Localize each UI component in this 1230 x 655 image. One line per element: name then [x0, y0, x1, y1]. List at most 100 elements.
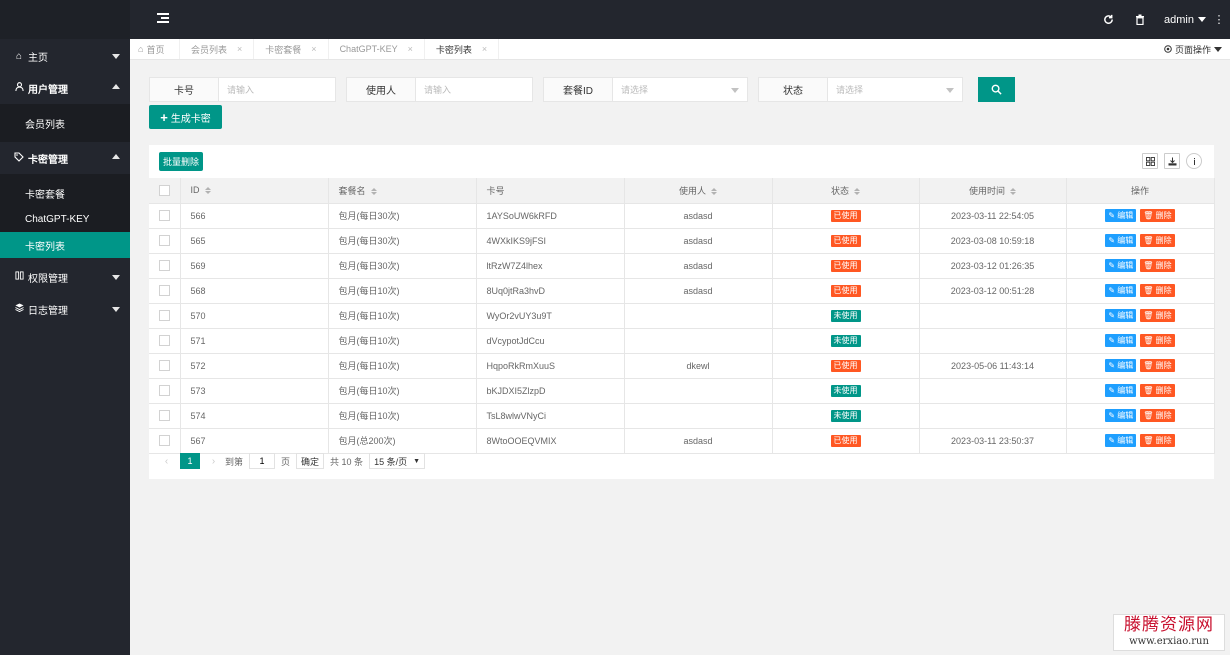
tab-card-list[interactable]: 卡密列表 ×: [425, 39, 500, 59]
card-number-input[interactable]: [219, 77, 336, 102]
tab-chatgpt-key[interactable]: ChatGPT-KEY ×: [329, 39, 425, 59]
edit-button[interactable]: ✎ 编辑: [1105, 234, 1137, 247]
close-icon[interactable]: ×: [481, 44, 488, 54]
edit-button[interactable]: ✎ 编辑: [1105, 384, 1137, 397]
column-header-status[interactable]: 状态: [772, 178, 920, 204]
row-checkbox[interactable]: [158, 285, 170, 297]
actions-cell: ✎ 编辑 🗑 删除: [1066, 303, 1215, 329]
page-operations-menu[interactable]: 页面操作: [1164, 39, 1222, 59]
table-panel: 批量删除 ID 套餐名 卡号 使用人: [149, 145, 1215, 479]
edit-button[interactable]: ✎ 编辑: [1105, 334, 1137, 347]
tab-card-plans[interactable]: 卡密套餐 ×: [254, 39, 329, 59]
edit-button[interactable]: ✎ 编辑: [1105, 284, 1137, 297]
sort-icon[interactable]: [1010, 187, 1016, 195]
pencil-icon: ✎: [1108, 336, 1118, 345]
page-number-current[interactable]: 1: [180, 453, 200, 469]
edit-button[interactable]: ✎ 编辑: [1105, 309, 1137, 322]
row-checkbox[interactable]: [158, 360, 170, 372]
column-header-card: 卡号: [476, 178, 625, 204]
status-badge: 未使用: [830, 334, 861, 347]
row-checkbox[interactable]: [158, 235, 170, 247]
tab-member-list[interactable]: 会员列表 ×: [180, 39, 255, 59]
info-icon[interactable]: [1186, 153, 1202, 169]
delete-button[interactable]: 🗑 删除: [1140, 359, 1175, 372]
close-icon[interactable]: ×: [407, 44, 413, 54]
edit-button[interactable]: ✎ 编辑: [1105, 209, 1137, 222]
sort-icon[interactable]: [204, 187, 211, 195]
status-badge: 已使用: [830, 359, 861, 372]
edit-button[interactable]: ✎ 编辑: [1105, 259, 1137, 272]
status-select[interactable]: 请选择: [828, 77, 963, 102]
sidebar-item-card-management[interactable]: 卡密管理: [0, 142, 130, 174]
column-header-plan[interactable]: 套餐名: [328, 178, 477, 204]
delete-button[interactable]: 🗑 删除: [1140, 384, 1175, 397]
delete-button[interactable]: 🗑 删除: [1140, 409, 1175, 422]
row-checkbox[interactable]: [158, 410, 170, 422]
page-size-select[interactable]: 15 条/页 ▼: [369, 453, 426, 469]
row-checkbox[interactable]: [158, 210, 170, 222]
goto-confirm-button[interactable]: 确定: [296, 453, 325, 469]
user-cell: asdasd: [624, 253, 773, 279]
sidebar-item-label: 卡密套餐: [25, 189, 65, 201]
edit-button[interactable]: ✎ 编辑: [1105, 434, 1137, 447]
id-cell: 574: [180, 403, 329, 429]
column-label: 操作: [1130, 185, 1149, 196]
next-page-icon[interactable]: ›: [211, 455, 216, 467]
goto-page-input[interactable]: [249, 453, 276, 469]
sidebar-item-card-list[interactable]: 卡密列表: [0, 232, 130, 258]
columns-filter-icon[interactable]: [1142, 153, 1158, 169]
row-checkbox[interactable]: [158, 435, 170, 447]
row-checkbox[interactable]: [158, 385, 170, 397]
generate-card-button[interactable]: + 生成卡密: [149, 105, 222, 129]
select-all-checkbox[interactable]: [158, 184, 170, 196]
sidebar-item-log-management[interactable]: 日志管理: [0, 293, 130, 325]
more-vertical-icon[interactable]: ⋮: [1213, 14, 1225, 26]
card-number-cell: dVcypotJdCcu: [476, 328, 625, 354]
sidebar-item-home[interactable]: ⌂ 主页: [0, 40, 130, 72]
user-input[interactable]: [416, 77, 533, 102]
edit-button[interactable]: ✎ 编辑: [1105, 409, 1137, 422]
trash-icon[interactable]: [1124, 0, 1156, 39]
edit-button[interactable]: ✎ 编辑: [1105, 359, 1137, 372]
delete-button[interactable]: 🗑 删除: [1140, 209, 1175, 222]
table-row: 565 包月(每日30次) 4WXkIKS9jFSI asdasd 已使用 2023-03…: [149, 228, 1215, 254]
plan-id-select[interactable]: 请选择: [613, 77, 748, 102]
delete-button[interactable]: 🗑 删除: [1140, 309, 1175, 322]
column-header-user[interactable]: 使用人: [624, 178, 773, 204]
delete-button[interactable]: 🗑 删除: [1140, 434, 1175, 447]
target-icon: [1164, 45, 1172, 53]
time-cell: 2023-03-11 22:54:05: [919, 203, 1067, 229]
sort-icon[interactable]: [854, 187, 860, 195]
delete-button[interactable]: 🗑 删除: [1140, 334, 1175, 347]
plan-id-placeholder: 请选择: [621, 85, 649, 95]
sidebar-item-user-management[interactable]: 用户管理: [0, 72, 130, 104]
delete-button[interactable]: 🗑 删除: [1140, 259, 1175, 272]
user-cell: asdasd: [624, 278, 773, 304]
search-button[interactable]: [978, 77, 1015, 102]
delete-label: 删除: [1155, 286, 1172, 295]
column-header-id[interactable]: ID: [180, 178, 329, 204]
tab-home[interactable]: ⌂ 首页: [130, 39, 180, 59]
row-checkbox[interactable]: [158, 260, 170, 272]
refresh-icon[interactable]: [1092, 0, 1124, 39]
menu-toggle-icon[interactable]: [157, 13, 169, 25]
sidebar-item-label: 卡密管理: [28, 154, 68, 166]
row-checkbox[interactable]: [158, 335, 170, 347]
delete-button[interactable]: 🗑 删除: [1140, 234, 1175, 247]
sort-icon[interactable]: [711, 187, 717, 195]
close-icon[interactable]: ×: [311, 44, 317, 54]
user-menu[interactable]: admin: [1156, 14, 1212, 26]
sidebar-item-card-plans[interactable]: 卡密套餐: [0, 180, 130, 206]
row-checkbox[interactable]: [158, 310, 170, 322]
sort-icon[interactable]: [370, 187, 377, 195]
column-header-time[interactable]: 使用时间: [919, 178, 1067, 204]
close-icon[interactable]: ×: [237, 44, 243, 54]
export-icon[interactable]: [1164, 153, 1180, 169]
sidebar-item-member-list[interactable]: 会员列表: [0, 110, 130, 136]
batch-delete-button[interactable]: 批量删除: [159, 152, 203, 171]
delete-label: 删除: [1155, 336, 1172, 345]
prev-page-icon[interactable]: ‹: [164, 455, 169, 467]
delete-button[interactable]: 🗑 删除: [1140, 284, 1175, 297]
sidebar-item-permission-management[interactable]: 权限管理: [0, 261, 130, 293]
sidebar-item-chatgpt-key[interactable]: ChatGPT-KEY: [0, 206, 130, 232]
